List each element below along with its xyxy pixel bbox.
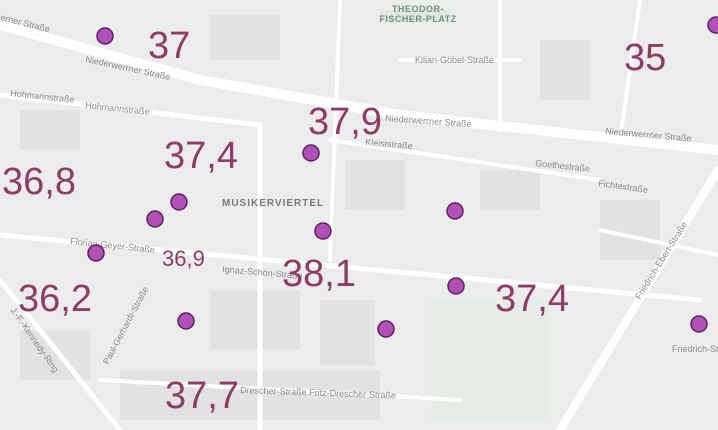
marker xyxy=(96,27,114,45)
value-label: 37,4 xyxy=(164,135,238,177)
value-label: 36,9 xyxy=(162,246,205,271)
marker xyxy=(446,202,464,220)
buildings xyxy=(20,10,660,420)
value-label: 38,1 xyxy=(282,253,356,295)
marker xyxy=(447,277,465,295)
marker xyxy=(302,144,320,162)
marker xyxy=(146,210,164,228)
place-label: FISCHER-PLATZ xyxy=(379,14,456,24)
marker xyxy=(314,222,332,240)
street-label: Friedrich-Ste xyxy=(672,344,718,354)
marker xyxy=(690,315,708,333)
marker xyxy=(377,320,395,338)
place-label: THEODOR- xyxy=(392,4,444,14)
value-label: 37,7 xyxy=(165,375,239,417)
marker xyxy=(170,193,188,211)
district-label: MUSIKERVIERTEL xyxy=(222,198,324,209)
street-label: Kilian-Göbel-Straße xyxy=(415,55,494,65)
value-label: 36,2 xyxy=(18,278,92,320)
marker xyxy=(177,312,195,330)
marker xyxy=(87,244,105,262)
value-label: 37,4 xyxy=(495,278,569,320)
value-label: 37,9 xyxy=(308,101,382,143)
markers xyxy=(87,16,718,338)
value-labels: 37 35 37,9 37,4 36,8 36,9 38,1 36,2 37,4… xyxy=(2,25,666,417)
value-label: 35 xyxy=(624,37,666,79)
value-label: 37 xyxy=(148,25,190,67)
value-label: 36,8 xyxy=(2,161,76,203)
street-label: Kleiststraße xyxy=(365,137,413,151)
marker xyxy=(707,16,718,34)
